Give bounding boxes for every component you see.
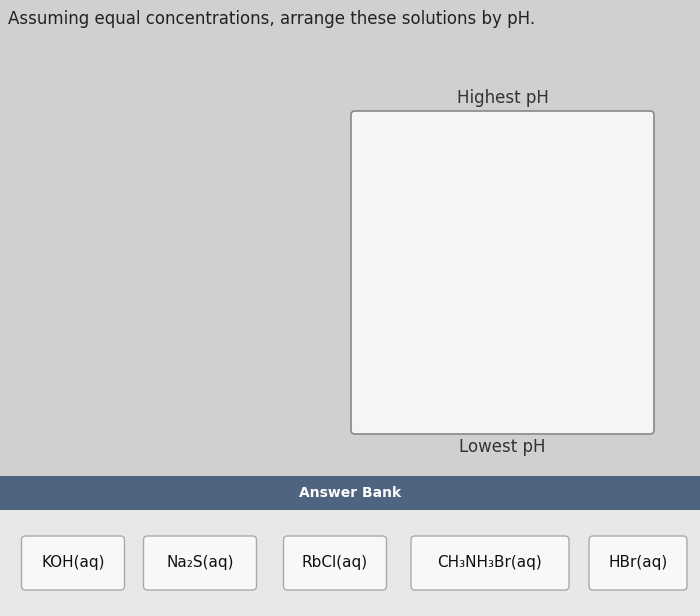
Text: KOH(aq): KOH(aq) — [41, 556, 105, 570]
Text: Na₂S(aq): Na₂S(aq) — [167, 556, 234, 570]
Text: Highest pH: Highest pH — [456, 89, 548, 107]
Text: HBr(aq): HBr(aq) — [608, 556, 668, 570]
FancyBboxPatch shape — [351, 111, 654, 434]
Text: Answer Bank: Answer Bank — [299, 486, 401, 500]
FancyBboxPatch shape — [411, 536, 569, 590]
Text: Assuming equal concentrations, arrange these solutions by pH.: Assuming equal concentrations, arrange t… — [8, 10, 535, 28]
Text: CH₃NH₃Br(aq): CH₃NH₃Br(aq) — [438, 556, 542, 570]
FancyBboxPatch shape — [0, 476, 700, 510]
FancyBboxPatch shape — [144, 536, 256, 590]
FancyBboxPatch shape — [589, 536, 687, 590]
Text: Lowest pH: Lowest pH — [459, 438, 546, 456]
FancyBboxPatch shape — [22, 536, 125, 590]
FancyBboxPatch shape — [284, 536, 386, 590]
Text: RbCl(aq): RbCl(aq) — [302, 556, 368, 570]
FancyBboxPatch shape — [0, 510, 700, 616]
